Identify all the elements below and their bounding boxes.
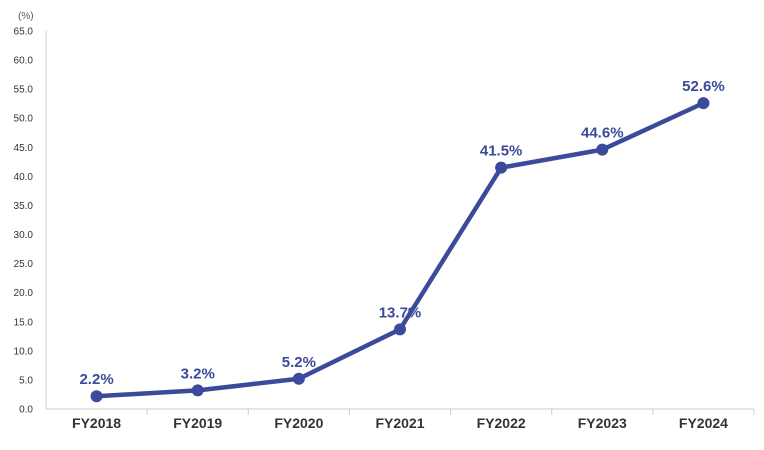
data-label: 13.7%	[379, 304, 422, 321]
y-tick-label: 40.0	[14, 172, 34, 183]
y-tick-label: 10.0	[14, 346, 34, 357]
data-labels: 2.2% 3.2% 5.2% 13.7% 41.5% 44.6% 52.6%	[79, 78, 724, 388]
y-tick-label: 15.0	[14, 317, 34, 328]
data-point	[697, 97, 710, 110]
data-label: 5.2%	[282, 354, 316, 371]
y-tick-label: 45.0	[14, 143, 34, 154]
y-tick-label: 0.0	[19, 405, 33, 416]
x-tick-label: FY2023	[578, 415, 627, 431]
data-label: 44.6%	[581, 125, 624, 142]
data-label: 2.2%	[79, 371, 113, 388]
y-axis-ticks: 0.0 5.0 10.0 15.0 20.0 25.0 30.0 35.0 40.0 45.0 50…	[14, 27, 34, 416]
x-tick-label: FY2022	[477, 415, 526, 431]
data-point	[495, 161, 508, 174]
data-point	[394, 323, 406, 336]
y-axis-unit-label: (%)	[18, 11, 34, 22]
data-point	[292, 372, 305, 385]
data-points	[90, 97, 710, 403]
data-point	[90, 390, 103, 403]
y-tick-label: 5.0	[19, 375, 33, 386]
series-line	[94, 100, 706, 399]
y-tick-label: 50.0	[14, 114, 34, 125]
y-tick-label: 20.0	[14, 288, 34, 299]
x-tick-label: FY2019	[173, 415, 222, 431]
y-tick-label: 55.0	[14, 85, 34, 96]
x-tick-label: FY2020	[274, 415, 323, 431]
y-tick-label: 60.0	[14, 56, 34, 67]
data-label: 52.6%	[682, 78, 725, 95]
y-tick-label: 30.0	[14, 230, 34, 241]
x-tick-label: FY2018	[72, 415, 121, 431]
x-tick-label: FY2024	[679, 415, 728, 431]
data-label: 41.5%	[480, 143, 523, 160]
series-line-group	[94, 100, 706, 399]
x-axis-ticks: FY2018 FY2019 FY2020 FY2021 FY2022 FY2023 FY20…	[72, 415, 728, 431]
axes	[45, 31, 755, 415]
y-tick-label: 65.0	[14, 27, 34, 38]
data-point	[596, 143, 609, 156]
x-tick-label: FY2021	[375, 415, 424, 431]
y-tick-label: 25.0	[14, 259, 34, 270]
data-point	[191, 384, 204, 397]
data-label: 3.2%	[181, 365, 215, 382]
y-tick-label: 35.0	[14, 201, 34, 212]
